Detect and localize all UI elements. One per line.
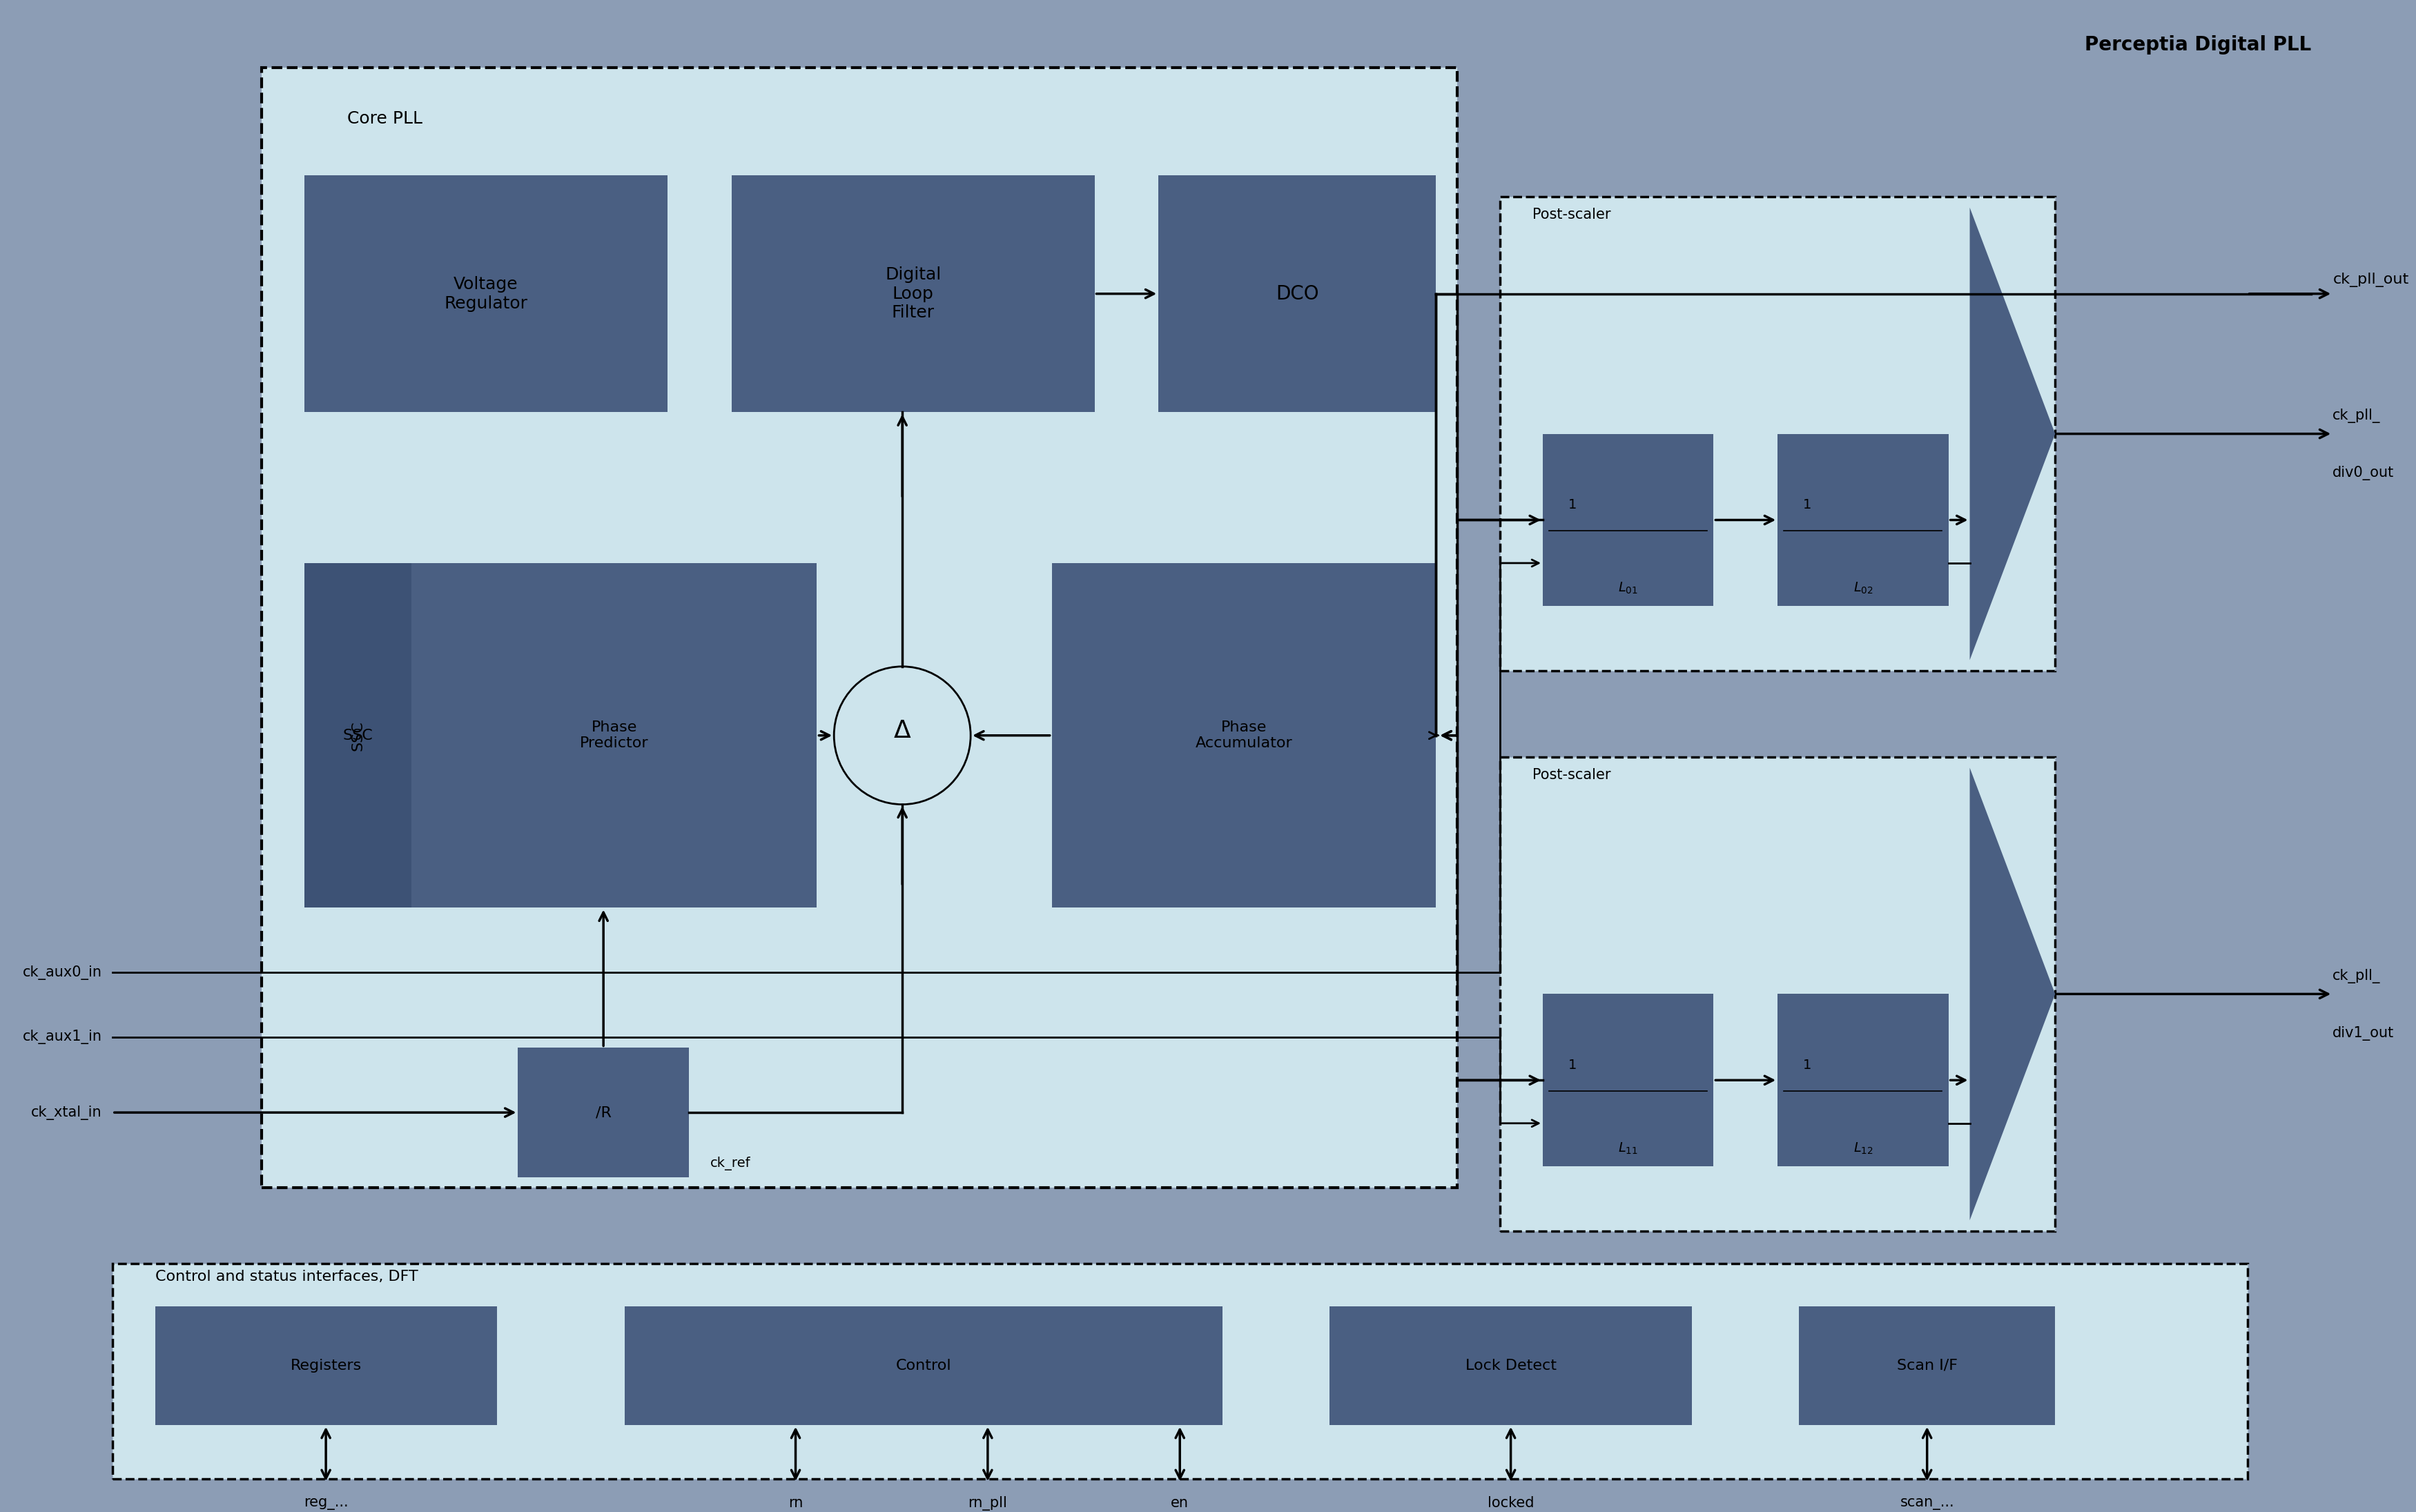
Text: rn_pll: rn_pll: [969, 1495, 1007, 1510]
Bar: [1544, 993, 1713, 1166]
Text: Core PLL: Core PLL: [348, 110, 423, 127]
Text: $L_{02}$: $L_{02}$: [1853, 581, 1872, 596]
Text: Registers: Registers: [290, 1359, 362, 1373]
Bar: [1329, 1306, 1691, 1424]
Bar: [1051, 562, 1435, 907]
Text: Control: Control: [896, 1359, 952, 1373]
Bar: [1500, 197, 2056, 671]
Text: Digital
Loop
Filter: Digital Loop Filter: [884, 266, 942, 321]
Bar: [732, 175, 1094, 413]
Text: Δ: Δ: [894, 720, 911, 742]
Text: Control and status interfaces, DFT: Control and status interfaces, DFT: [155, 1270, 418, 1284]
Text: 1: 1: [1568, 499, 1578, 511]
Text: Lock Detect: Lock Detect: [1464, 1359, 1556, 1373]
Text: ck_pll_out: ck_pll_out: [2334, 272, 2409, 287]
Text: ck_xtal_in: ck_xtal_in: [31, 1105, 101, 1120]
Text: ck_pll_: ck_pll_: [2334, 969, 2380, 983]
Bar: [1500, 758, 2056, 1231]
Text: SSC: SSC: [343, 729, 372, 742]
Text: locked: locked: [1488, 1495, 1534, 1510]
Text: 1: 1: [1568, 1058, 1578, 1072]
Text: div1_out: div1_out: [2334, 1027, 2394, 1040]
Bar: [304, 175, 667, 413]
Text: Phase
Predictor: Phase Predictor: [580, 721, 647, 750]
Text: Phase
Accumulator: Phase Accumulator: [1196, 721, 1293, 750]
Text: reg_...: reg_...: [304, 1495, 348, 1510]
Bar: [155, 1306, 498, 1424]
Text: Scan I/F: Scan I/F: [1897, 1359, 1957, 1373]
Text: Post-scaler: Post-scaler: [1532, 768, 1611, 782]
Bar: [1778, 434, 1947, 606]
Text: Voltage
Regulator: Voltage Regulator: [445, 275, 527, 311]
Polygon shape: [1969, 768, 2056, 1220]
Bar: [1800, 1306, 2056, 1424]
Bar: [114, 1264, 2247, 1479]
Text: /R: /R: [594, 1105, 611, 1119]
Text: SSC: SSC: [350, 720, 365, 750]
Text: 1: 1: [1802, 1058, 1812, 1072]
Bar: [517, 1048, 689, 1178]
Bar: [411, 562, 817, 907]
Bar: [304, 562, 411, 907]
Bar: [626, 1306, 1222, 1424]
Text: scan_...: scan_...: [1899, 1495, 1955, 1510]
Text: rn: rn: [788, 1495, 802, 1510]
Text: $L_{12}$: $L_{12}$: [1853, 1142, 1872, 1155]
Text: 1: 1: [1802, 499, 1812, 511]
Text: ck_ref: ck_ref: [710, 1157, 751, 1170]
Text: Perceptia Digital PLL: Perceptia Digital PLL: [2085, 35, 2312, 54]
Text: DCO: DCO: [1276, 284, 1319, 304]
Text: ck_pll_: ck_pll_: [2334, 408, 2380, 423]
Circle shape: [834, 667, 971, 804]
Text: ck_aux1_in: ck_aux1_in: [22, 1030, 101, 1045]
Text: div0_out: div0_out: [2334, 466, 2394, 481]
Bar: [261, 68, 1457, 1188]
Polygon shape: [1969, 207, 2056, 661]
Bar: [1544, 434, 1713, 606]
Text: $L_{11}$: $L_{11}$: [1619, 1142, 1638, 1155]
Bar: [1778, 993, 1947, 1166]
Bar: [1160, 175, 1435, 413]
Text: $L_{01}$: $L_{01}$: [1619, 581, 1638, 596]
Text: en: en: [1172, 1495, 1189, 1510]
Text: ck_aux0_in: ck_aux0_in: [22, 965, 101, 980]
Text: Post-scaler: Post-scaler: [1532, 207, 1611, 221]
